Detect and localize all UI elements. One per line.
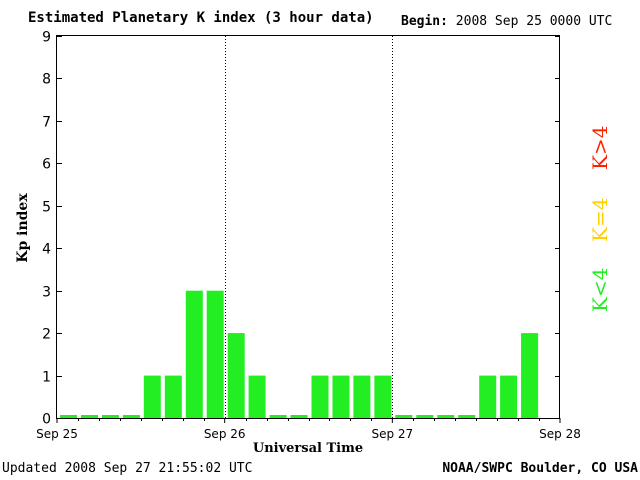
kp-bar (395, 415, 413, 418)
kp-bar (101, 415, 119, 418)
kp-bar (521, 333, 539, 418)
x-tick-label: Sep 27 (371, 427, 413, 441)
kp-bar (227, 333, 245, 418)
x-tick-label: Sep 25 (36, 427, 78, 441)
y-tick-label: 6 (42, 157, 51, 173)
y-tick-label: 0 (42, 412, 51, 428)
kp-bar (290, 415, 308, 418)
y-tick-label: 3 (42, 285, 51, 301)
kp-bar (437, 415, 455, 418)
y-tick-label: 7 (42, 115, 51, 131)
begin-value: 2008 Sep 25 0000 UTC (455, 14, 613, 29)
kp-bar (81, 415, 98, 418)
kp-bar (458, 415, 476, 418)
x-axis-label: Universal Time (253, 441, 363, 456)
kp-bar (374, 375, 392, 418)
begin-label: Begin: (401, 14, 448, 29)
begin-timestamp: Begin: 2008 Sep 25 0000 UTC (401, 14, 612, 29)
legend-k-equal-4: K=4 (588, 197, 612, 242)
kp-bar (416, 415, 434, 418)
y-tick-label: 4 (42, 242, 51, 258)
kp-bar (248, 375, 266, 418)
y-axis-label: Kp index (15, 193, 31, 263)
y-tick-label: 1 (42, 370, 51, 386)
y-tick-label: 5 (42, 200, 51, 216)
kp-bar (479, 375, 497, 418)
kp-bar (122, 415, 140, 418)
kp-bar (311, 375, 329, 418)
y-tick-label: 9 (42, 30, 51, 46)
x-tick-label: Sep 26 (204, 427, 246, 441)
updated-label: Updated (2, 461, 57, 476)
day-divider-lines (225, 36, 393, 418)
kp-bar (164, 375, 182, 418)
y-ticks: 0 1 2 3 4 5 6 7 8 9 (42, 30, 560, 428)
x-ticks: Sep 25 Sep 26 Sep 27 Sep 28 (36, 418, 581, 441)
kp-bar (206, 290, 224, 418)
chart-title: Estimated Planetary K index (3 hour data… (28, 10, 374, 26)
kp-bar (60, 415, 77, 418)
y-tick-label: 8 (42, 72, 51, 88)
kp-bar (143, 375, 161, 418)
credit-line: NOAA/SWPC Boulder, CO USA (442, 461, 638, 476)
kp-bar (500, 375, 518, 418)
updated-value: 2008 Sep 27 21:55:02 UTC (64, 461, 253, 476)
kp-bar (353, 375, 371, 418)
kp-bar (185, 290, 203, 418)
y-tick-label: 2 (42, 327, 51, 343)
kp-bar (332, 375, 350, 418)
bars (60, 290, 539, 418)
legend-k-less-4: K<4 (588, 267, 612, 312)
legend-k-greater-4: K>4 (588, 125, 612, 170)
plot-frame (56, 35, 560, 419)
updated-timestamp: Updated 2008 Sep 27 21:55:02 UTC (2, 461, 252, 476)
x-tick-label: Sep 28 (539, 427, 581, 441)
kp-bar (269, 415, 287, 418)
